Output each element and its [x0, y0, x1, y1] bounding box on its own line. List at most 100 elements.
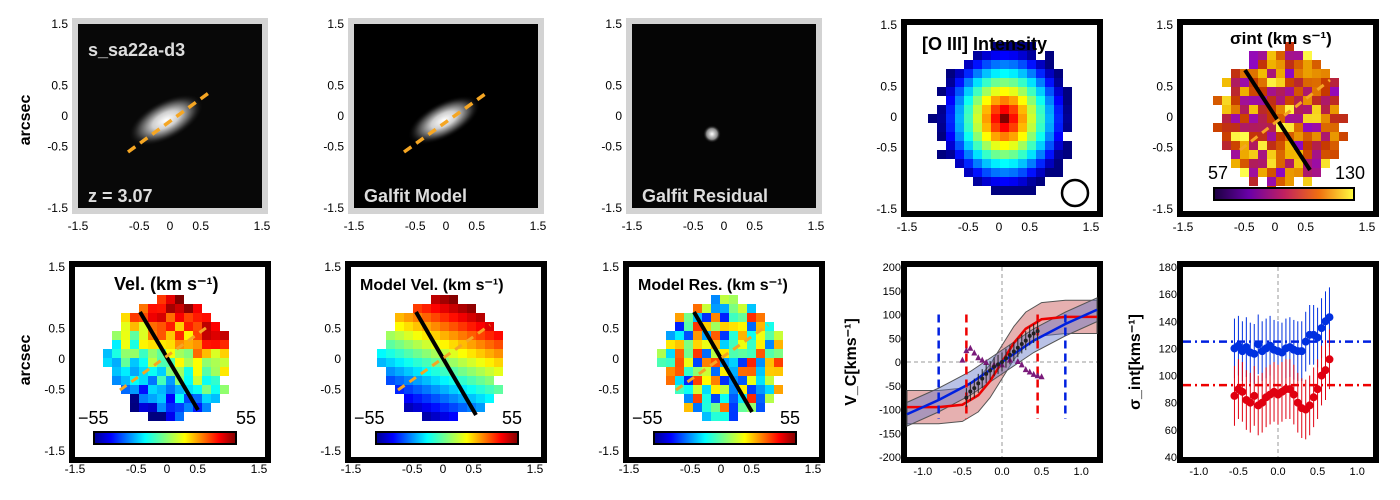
map-pixel — [991, 78, 1000, 87]
map-pixel — [765, 394, 774, 403]
map-pixel — [729, 394, 738, 403]
map-pixel — [202, 385, 211, 394]
panel-model: Galfit Model — [348, 18, 544, 214]
map-pixel — [458, 340, 467, 349]
image-title: s_sa22a-d3 — [88, 40, 185, 60]
sp-x-tick: -1.0 — [1189, 466, 1208, 478]
map-pixel — [729, 295, 738, 304]
map-pixel — [1045, 150, 1054, 159]
map-pixel — [175, 394, 184, 403]
map-pixel — [1321, 78, 1330, 87]
map-pixel — [729, 340, 738, 349]
vc-model-point — [1030, 370, 1037, 377]
map-pixel — [738, 367, 747, 376]
map-pixel — [377, 358, 386, 367]
map-pixel — [1312, 150, 1321, 159]
map-pixel — [693, 331, 702, 340]
map-pixel — [973, 51, 982, 60]
map-pixel — [955, 87, 964, 96]
map-pixel — [1321, 114, 1330, 123]
map-pixel — [148, 349, 157, 358]
sp-y-tick: 80 — [1165, 398, 1177, 410]
map-pixel — [485, 340, 494, 349]
map-pixel — [666, 358, 675, 367]
map-pixel — [193, 385, 202, 394]
image-redshift: z = 3.07 — [88, 186, 153, 206]
map-pixel — [440, 349, 449, 358]
vc-obs-point — [1015, 345, 1020, 350]
map-pixel — [422, 340, 431, 349]
map-pixel — [166, 376, 175, 385]
map-pixel — [458, 331, 467, 340]
map-pixel — [711, 367, 720, 376]
map-pixel — [747, 331, 756, 340]
map-pixel — [175, 385, 184, 394]
map-pixel — [1231, 87, 1240, 96]
map-pixel — [476, 313, 485, 322]
map-pixel — [467, 385, 476, 394]
map-pixel — [1276, 69, 1285, 78]
map-pixel — [756, 376, 765, 385]
vc-obs-point — [988, 368, 993, 373]
map-pixel — [148, 367, 157, 376]
map-pixel — [193, 340, 202, 349]
map-pixel — [1036, 168, 1045, 177]
y-tick-label: 0.5 — [602, 321, 619, 335]
map-pixel — [1321, 141, 1330, 150]
sp-x-tick: 1.0 — [1350, 466, 1365, 478]
sigma-map-title: σint (km s⁻¹) — [1230, 29, 1332, 48]
map-pixel — [1009, 159, 1018, 168]
y-tick-label: 1.5 — [48, 260, 65, 274]
map-pixel — [175, 331, 184, 340]
map-pixel — [1000, 141, 1009, 150]
x-tick-label: -0.5 — [129, 219, 150, 233]
map-pixel — [991, 123, 1000, 132]
map-pixel — [982, 150, 991, 159]
map-pixel — [494, 340, 503, 349]
map-pixel — [720, 331, 729, 340]
map-pixel — [946, 123, 955, 132]
map-pixel — [1330, 78, 1339, 87]
map-pixel — [1276, 150, 1285, 159]
map-pixel — [747, 385, 756, 394]
map-pixel — [175, 295, 184, 304]
map-pixel — [955, 141, 964, 150]
map-pixel — [148, 376, 157, 385]
map-pixel — [666, 340, 675, 349]
map-pixel — [184, 385, 193, 394]
map-pixel — [449, 403, 458, 412]
map-pixel — [130, 313, 139, 322]
map-pixel — [184, 331, 193, 340]
map-pixel — [1027, 69, 1036, 78]
map-pixel — [1321, 69, 1330, 78]
vc-y-tick: -200 — [879, 452, 901, 464]
map-pixel — [476, 331, 485, 340]
vc-obs-point — [1031, 331, 1036, 336]
map-pixel — [756, 313, 765, 322]
map-pixel — [422, 313, 431, 322]
map-pixel — [991, 87, 1000, 96]
map-pixel — [1009, 105, 1018, 114]
map-pixel — [1258, 159, 1267, 168]
map-pixel — [1027, 141, 1036, 150]
y-tick-label: 1.5 — [880, 18, 897, 32]
map-pixel — [1222, 114, 1231, 123]
map-pixel — [485, 349, 494, 358]
map-pixel — [1303, 60, 1312, 69]
y-tick-label: -1.5 — [601, 201, 622, 215]
x-tick-label: -0.5 — [405, 219, 426, 233]
map-pixel — [193, 313, 202, 322]
map-pixel — [702, 403, 711, 412]
map-pixel — [1276, 141, 1285, 150]
map-pixel — [756, 403, 765, 412]
map-pixel — [175, 304, 184, 313]
map-pixel — [440, 340, 449, 349]
map-pixel — [937, 150, 946, 159]
map-pixel — [964, 69, 973, 78]
map-pixel — [1027, 60, 1036, 69]
map-pixel — [148, 304, 157, 313]
x-tick-label: 0.5 — [468, 219, 485, 233]
vc-y-tick: 50 — [889, 333, 901, 345]
map-pixel — [747, 367, 756, 376]
map-pixel — [404, 376, 413, 385]
